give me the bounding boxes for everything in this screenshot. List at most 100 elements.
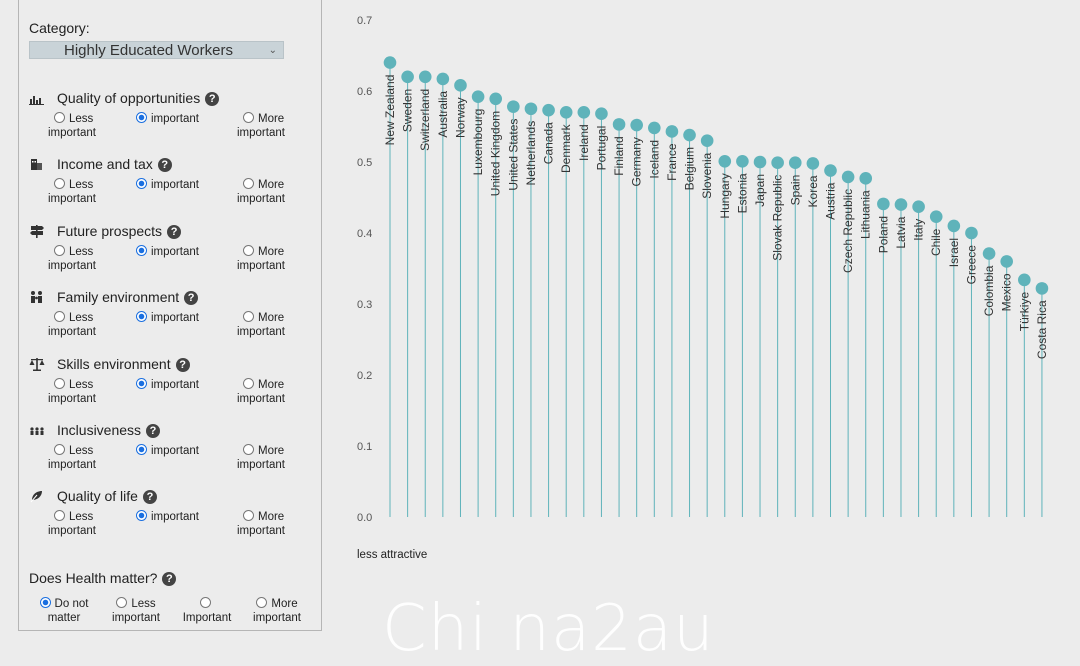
help-icon[interactable]: ? xyxy=(146,424,161,438)
data-point[interactable] xyxy=(753,155,767,169)
health-option[interactable]: Important xyxy=(177,597,237,625)
radio-button[interactable] xyxy=(54,244,65,256)
radio-less-important[interactable]: Less important xyxy=(48,510,96,538)
radio-button[interactable] xyxy=(54,311,65,323)
radio-button[interactable] xyxy=(243,377,254,389)
data-point[interactable] xyxy=(524,102,538,116)
data-point[interactable] xyxy=(401,70,414,84)
health-option[interactable]: More important xyxy=(247,597,307,625)
data-point[interactable] xyxy=(1000,255,1013,268)
health-option[interactable]: Less important xyxy=(106,597,166,625)
data-point[interactable] xyxy=(718,154,732,168)
data-point[interactable] xyxy=(1035,282,1049,295)
data-point[interactable] xyxy=(965,226,978,240)
help-icon[interactable]: ? xyxy=(205,92,220,106)
data-point[interactable] xyxy=(982,247,996,260)
radio-important[interactable]: important xyxy=(136,178,199,192)
radio-more-important[interactable]: More important xyxy=(237,244,285,273)
data-point[interactable] xyxy=(454,79,467,92)
radio-more-important[interactable]: More important xyxy=(237,377,285,406)
data-point[interactable] xyxy=(894,198,908,211)
radio-button[interactable] xyxy=(39,597,51,608)
data-point[interactable] xyxy=(806,157,820,170)
radio-important[interactable]: important xyxy=(136,510,199,524)
radio-button-selected[interactable] xyxy=(136,377,147,389)
radio-button[interactable] xyxy=(243,510,254,522)
radio-more-important[interactable]: More important xyxy=(237,112,285,140)
radio-important[interactable]: important xyxy=(136,112,199,126)
data-point[interactable] xyxy=(612,118,626,131)
data-point[interactable] xyxy=(947,219,961,233)
data-point[interactable] xyxy=(700,134,714,147)
data-point[interactable] xyxy=(542,103,555,117)
help-icon[interactable]: ? xyxy=(157,158,172,173)
data-point[interactable] xyxy=(436,72,450,86)
radio-less-important[interactable]: Less important xyxy=(48,178,96,206)
radio-button[interactable] xyxy=(54,112,65,123)
data-point[interactable] xyxy=(912,200,925,214)
radio-important[interactable]: important xyxy=(136,244,199,259)
help-icon[interactable]: ? xyxy=(184,291,199,306)
data-point[interactable] xyxy=(859,172,873,185)
y-tick-label: 0.5 xyxy=(357,157,372,169)
radio-button[interactable] xyxy=(243,112,254,123)
radio-important[interactable]: important xyxy=(136,377,199,392)
data-point[interactable] xyxy=(559,106,573,119)
help-icon[interactable]: ? xyxy=(167,224,182,239)
help-icon[interactable]: ? xyxy=(162,572,177,586)
data-point[interactable] xyxy=(665,125,679,138)
radio-less-important[interactable]: Less important xyxy=(48,311,96,339)
help-icon[interactable]: ? xyxy=(175,357,190,372)
data-point[interactable] xyxy=(630,118,643,132)
data-point[interactable] xyxy=(736,154,749,168)
data-point[interactable] xyxy=(841,170,855,184)
radio-button-selected[interactable] xyxy=(136,311,147,323)
radio-button[interactable] xyxy=(243,444,254,455)
data-point[interactable] xyxy=(771,156,784,170)
radio-important[interactable]: important xyxy=(136,311,199,325)
radio-less-important[interactable]: Less important xyxy=(48,244,96,273)
radio-button[interactable] xyxy=(243,244,254,256)
data-point[interactable] xyxy=(595,107,608,121)
category-select[interactable]: Highly Educated Workers ⌄ xyxy=(29,41,284,59)
radio-button[interactable] xyxy=(256,597,268,608)
data-point[interactable] xyxy=(929,210,943,223)
health-option[interactable]: Do not matter xyxy=(34,597,94,625)
data-point[interactable] xyxy=(383,56,397,69)
data-point[interactable] xyxy=(824,164,837,177)
country-label: Belgium xyxy=(683,147,697,190)
data-point[interactable] xyxy=(577,106,591,119)
radio-button-selected[interactable] xyxy=(136,112,147,123)
data-point[interactable] xyxy=(683,128,696,142)
data-point[interactable] xyxy=(648,121,661,135)
radio-button[interactable] xyxy=(54,444,65,455)
data-point[interactable] xyxy=(1018,273,1031,287)
radio-button[interactable] xyxy=(116,597,128,608)
radio-button-selected[interactable] xyxy=(136,510,147,522)
radio-button-selected[interactable] xyxy=(136,178,147,190)
radio-important[interactable]: important xyxy=(136,444,199,458)
radio-button[interactable] xyxy=(243,311,254,323)
data-point[interactable] xyxy=(489,92,503,106)
radio-less-important[interactable]: Less important xyxy=(48,377,96,406)
data-point[interactable] xyxy=(877,197,890,211)
radio-less-important[interactable]: Less important xyxy=(48,444,96,472)
radio-more-important[interactable]: More important xyxy=(237,444,285,472)
country-label: Austria xyxy=(824,182,838,220)
radio-button[interactable] xyxy=(54,178,65,190)
radio-more-important[interactable]: More important xyxy=(237,510,285,538)
radio-button[interactable] xyxy=(199,597,211,608)
radio-more-important[interactable]: More important xyxy=(237,311,285,339)
help-icon[interactable]: ? xyxy=(142,490,157,505)
data-point[interactable] xyxy=(788,156,802,170)
radio-button-selected[interactable] xyxy=(136,444,147,455)
data-point[interactable] xyxy=(507,100,520,113)
radio-less-important[interactable]: Less important xyxy=(48,112,96,140)
radio-button-selected[interactable] xyxy=(136,244,147,256)
radio-button[interactable] xyxy=(54,377,65,389)
data-point[interactable] xyxy=(418,70,432,84)
radio-button[interactable] xyxy=(243,178,254,190)
radio-more-important[interactable]: More important xyxy=(237,178,285,206)
radio-button[interactable] xyxy=(54,510,65,522)
data-point[interactable] xyxy=(471,90,485,103)
